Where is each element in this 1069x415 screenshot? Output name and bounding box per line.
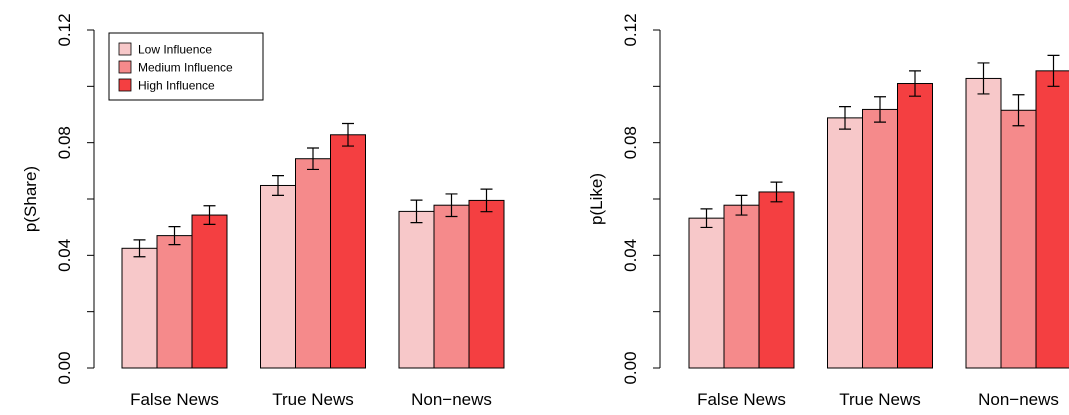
legend-box <box>108 32 264 101</box>
error-bar <box>410 199 423 224</box>
category-label: True News <box>839 390 921 409</box>
legend: Low Influence Medium Influence High Influe… <box>108 32 264 101</box>
bar-medium-influence <box>156 235 193 369</box>
bar-high-influence <box>897 83 933 369</box>
y-tick-label: 0.08 <box>621 126 640 159</box>
share-chart-panel: 0.00 0.04 0.08 0.12 p(Share) False News True N… <box>21 13 505 409</box>
bar-medium-influence <box>295 158 331 369</box>
bar-low-influence <box>827 117 863 369</box>
category-label: True News <box>272 390 354 409</box>
error-bar <box>203 205 216 225</box>
legend-label: High Influence <box>138 79 215 93</box>
bar-low-influence <box>965 77 1002 369</box>
category-label: Non−news <box>978 390 1059 409</box>
error-bar <box>1047 54 1060 87</box>
error-bar <box>445 193 458 218</box>
category-label: False News <box>130 390 219 409</box>
bar-low-influence <box>260 184 296 369</box>
y-axis-title: p(Like) <box>587 173 606 225</box>
category-label: False News <box>697 390 786 409</box>
y-tick-label: 0.12 <box>621 13 640 46</box>
y-tick-label: 0.04 <box>55 239 74 272</box>
y-axis-title: p(Share) <box>21 166 40 232</box>
y-tick-label: 0.00 <box>55 351 74 384</box>
legend-swatch <box>118 78 132 92</box>
y-tick-label: 0.00 <box>621 351 640 384</box>
legend-swatch <box>118 42 132 56</box>
error-bar <box>307 147 319 171</box>
bar-high-influence <box>468 199 505 369</box>
legend-swatch <box>118 60 132 74</box>
error-bar <box>1012 94 1025 127</box>
error-bar <box>272 175 284 196</box>
like-chart-panel: 0.00 0.04 0.08 0.12 p(Like) False News True Ne… <box>587 13 1069 409</box>
error-bar <box>839 106 851 130</box>
bar-high-influence <box>758 191 795 369</box>
bar-low-influence <box>688 217 725 369</box>
error-bar <box>168 226 181 246</box>
error-bar <box>977 62 990 95</box>
bar-low-influence <box>121 247 158 369</box>
error-bar <box>480 188 493 213</box>
bar-medium-influence <box>862 108 898 369</box>
y-tick-label: 0.08 <box>55 126 74 159</box>
legend-label: Medium Influence <box>138 61 233 75</box>
error-bar <box>874 96 886 123</box>
error-bar <box>700 208 713 229</box>
y-tick-label: 0.12 <box>55 13 74 46</box>
bar-high-influence <box>330 134 366 369</box>
error-bar <box>342 122 354 147</box>
bar-high-influence <box>191 214 228 369</box>
y-tick-label: 0.04 <box>621 239 640 272</box>
error-bar <box>133 239 146 258</box>
error-bar <box>735 194 748 216</box>
error-bar <box>909 70 921 97</box>
legend-label: Low Influence <box>138 43 212 57</box>
bar-medium-influence <box>433 204 470 369</box>
error-bar <box>770 181 783 203</box>
bar-low-influence <box>398 210 435 369</box>
bar-medium-influence <box>723 204 760 369</box>
bar-medium-influence <box>1000 109 1037 369</box>
category-label: Non−news <box>411 390 492 409</box>
bar-high-influence <box>1035 70 1069 369</box>
